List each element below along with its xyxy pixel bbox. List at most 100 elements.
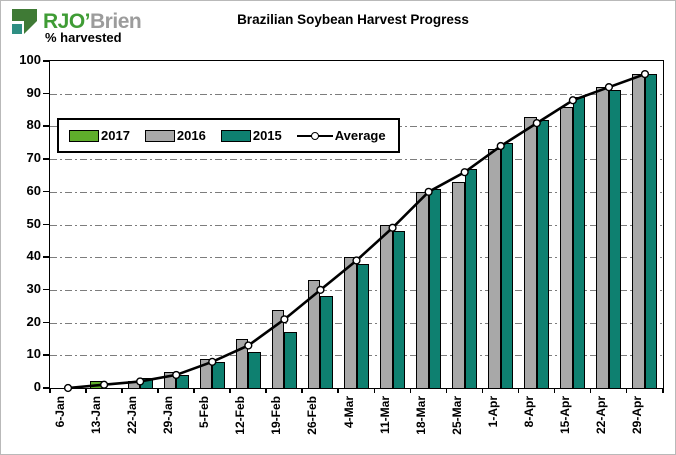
gridline-90 — [50, 93, 663, 95]
x-tick — [265, 388, 267, 393]
average-marker-6-Jan — [63, 383, 73, 393]
y-tick-label-30: 30 — [26, 280, 41, 296]
x-label-29-Apr: 29-Apr — [629, 396, 644, 435]
x-label-29-Jan: 29-Jan — [161, 396, 176, 435]
x-tick — [481, 388, 484, 393]
bar-2015-8-Apr — [536, 119, 550, 388]
x-label-8-Apr: 8-Apr — [521, 396, 536, 428]
bar-2015-1-Apr — [500, 142, 514, 388]
logo-text-gray: Brien — [90, 10, 142, 33]
y-tick-label-40: 40 — [26, 248, 41, 264]
x-label-4-Mar: 4-Mar — [341, 396, 356, 429]
y-tick-label-20: 20 — [26, 313, 41, 329]
x-tick — [49, 388, 51, 393]
bar-2016-29-Jan — [163, 371, 177, 388]
bar-2017-13-Jan — [90, 381, 103, 388]
legend-item-average: Average — [296, 128, 386, 143]
y-tick-label-10: 10 — [26, 346, 41, 362]
legend-swatch-2016 — [144, 129, 175, 142]
x-label-15-Apr: 15-Apr — [557, 396, 572, 435]
y-tick-label-0: 0 — [33, 379, 41, 394]
x-tick — [517, 388, 520, 393]
x-tick — [85, 388, 87, 393]
rjobrien-logo: RJO’Brien — [9, 7, 142, 37]
bar-2016-22-Jan — [127, 381, 141, 388]
x-label-1-Apr: 1-Apr — [485, 396, 500, 428]
bar-2016-12-Feb — [235, 338, 249, 388]
y-tick-label-90: 90 — [26, 84, 41, 100]
x-tick — [589, 388, 592, 393]
chart-title: Brazilian Soybean Harvest Progress — [237, 12, 469, 27]
x-tick — [625, 388, 628, 393]
y-tick — [43, 92, 49, 95]
bar-2015-29-Jan — [176, 374, 189, 388]
y-tick-label-70: 70 — [26, 150, 41, 166]
legend-label-average: Average — [334, 128, 386, 143]
y-tick-label-100: 100 — [19, 52, 41, 67]
bar-2016-5-Feb — [199, 358, 213, 388]
y-tick — [43, 223, 49, 225]
bar-2015-15-Apr — [572, 96, 586, 388]
x-tick — [301, 388, 303, 393]
legend-label-2017: 2017 — [101, 128, 130, 143]
y-tick — [43, 387, 49, 389]
y-tick — [43, 125, 49, 127]
legend-label-2016: 2016 — [176, 128, 206, 143]
x-label-22-Apr: 22-Apr — [593, 396, 608, 435]
x-tick — [229, 388, 231, 393]
x-label-19-Feb: 19-Feb — [269, 396, 284, 435]
y-tick — [43, 158, 49, 160]
bar-2015-26-Feb — [320, 296, 333, 388]
x-tick — [157, 388, 159, 393]
bar-2016-11-Mar — [380, 224, 393, 388]
legend-swatch-2015 — [220, 129, 251, 142]
y-tick — [43, 354, 49, 356]
x-label-18-Mar: 18-Mar — [413, 396, 428, 435]
bar-2016-18-Mar — [416, 191, 429, 388]
bar-2015-18-Mar — [428, 188, 442, 388]
x-tick — [121, 388, 123, 393]
y-tick-label-80: 80 — [26, 117, 41, 133]
bar-2016-26-Feb — [307, 280, 321, 388]
y-axis-title: % harvested — [45, 30, 122, 45]
y-tick — [43, 321, 49, 324]
y-tick-label-50: 50 — [26, 215, 41, 231]
x-tick — [409, 388, 412, 393]
bar-2015-25-Mar — [464, 168, 478, 388]
x-tick — [553, 388, 556, 393]
x-label-13-Jan: 13-Jan — [89, 396, 104, 435]
y-tick — [43, 288, 49, 291]
legend-item-2017: 2017 — [69, 128, 130, 143]
y-tick-label-60: 60 — [26, 182, 41, 198]
x-label-25-Mar: 25-Mar — [449, 396, 464, 435]
bar-2015-19-Feb — [284, 332, 297, 388]
x-label-22-Jan: 22-Jan — [125, 396, 140, 435]
bar-2016-25-Mar — [452, 181, 465, 388]
chart-legend: 2017 2016 2015 Average — [57, 118, 400, 153]
x-tick — [445, 388, 448, 393]
x-label-26-Feb: 26-Feb — [305, 396, 320, 435]
rjobrien-logo-text: RJO’Brien — [43, 7, 142, 37]
rjobrien-logo-icon — [12, 9, 37, 34]
legend-item-2016: 2016 — [144, 128, 206, 143]
average-line-icon — [296, 131, 333, 141]
bar-2015-11-Mar — [392, 231, 406, 388]
bar-2015-22-Jan — [140, 378, 153, 388]
bar-2015-29-Apr — [644, 74, 658, 388]
bar-2016-8-Apr — [524, 116, 537, 388]
bar-2015-4-Mar — [356, 263, 369, 388]
x-tick — [193, 388, 195, 393]
legend-label-2015: 2015 — [252, 128, 282, 143]
x-label-12-Feb: 12-Feb — [233, 396, 248, 435]
plot-area — [49, 60, 664, 393]
x-label-6-Jan: 6-Jan — [53, 396, 68, 428]
bar-2016-4-Mar — [344, 257, 357, 388]
legend-swatch-2017 — [69, 129, 99, 142]
x-tick — [337, 388, 339, 393]
x-label-11-Mar: 11-Mar — [377, 396, 392, 435]
bar-2016-1-Apr — [488, 149, 501, 388]
bar-2016-22-Apr — [596, 87, 609, 388]
x-tick — [662, 388, 664, 393]
legend-item-2015: 2015 — [220, 128, 282, 143]
